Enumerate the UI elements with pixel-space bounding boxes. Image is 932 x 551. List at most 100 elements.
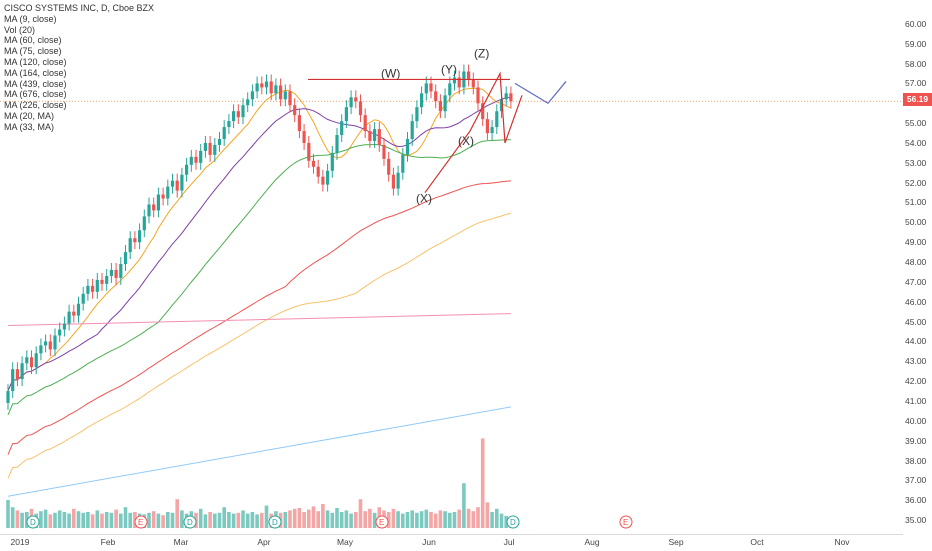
- volume-bar: [53, 512, 57, 528]
- candle-body: [283, 91, 287, 100]
- volume-bar: [170, 512, 175, 528]
- time-axis[interactable]: 2019 Feb Mar Apr May Jun Jul Aug Sep Oct Nov: [0, 534, 903, 551]
- candle-body: [260, 83, 264, 88]
- time-tick-label: Mar: [173, 537, 189, 547]
- candle-body: [349, 97, 353, 108]
- legend-indicator[interactable]: MA (9, close): [4, 13, 57, 24]
- volume-bar: [151, 511, 156, 528]
- legend-indicator[interactable]: MA (164, close): [4, 67, 67, 78]
- price-tick-label: 58.00: [905, 58, 927, 69]
- legend-indicator[interactable]: MA (60, close): [4, 35, 62, 46]
- candle-body: [105, 275, 109, 284]
- projection-arrow: [514, 81, 567, 105]
- volume-bar: [405, 512, 410, 528]
- candle-body: [6, 391, 10, 403]
- volume-bar: [6, 500, 10, 528]
- candle-body: [189, 156, 193, 165]
- volume-bar: [15, 510, 20, 528]
- candle-body: [415, 107, 419, 122]
- time-tick-label: Jun: [422, 537, 436, 547]
- candle-body: [429, 83, 433, 92]
- price-tick-label: 38.00: [905, 455, 927, 466]
- candle-body: [95, 279, 99, 292]
- legend-indicator[interactable]: MA (676, close): [4, 89, 67, 100]
- volume-bar: [495, 508, 499, 528]
- price-tick-label: 45.00: [905, 316, 927, 327]
- legend-title[interactable]: CISCO SYSTEMS INC, D, Cboe BZX: [4, 3, 155, 13]
- volume-bar: [227, 512, 231, 528]
- candle-body: [194, 156, 198, 163]
- volume-bar: [166, 512, 170, 528]
- volume-bar: [452, 512, 457, 528]
- candle-body: [138, 230, 142, 243]
- candle-body: [481, 103, 485, 120]
- candle-body: [81, 293, 85, 304]
- candle-body: [420, 93, 424, 108]
- last-price-badge: 56.19: [903, 93, 932, 107]
- volume-bar: [443, 511, 447, 528]
- price-tick-label: 53.00: [905, 157, 927, 168]
- legend-indicator[interactable]: MA (33, MA): [4, 121, 55, 132]
- price-tick-label: 46.00: [905, 296, 927, 307]
- candle-body: [358, 101, 363, 116]
- candle-body: [391, 174, 395, 189]
- price-axis[interactable]: 60.0059.0058.0057.0056.0055.0054.0053.00…: [903, 0, 932, 534]
- dividend-marker: [506, 515, 520, 529]
- candle-body: [499, 99, 504, 112]
- price-tick-label: 50.00: [905, 217, 927, 228]
- legend-indicator[interactable]: MA (120, close): [4, 56, 67, 67]
- volume-bar: [76, 511, 81, 528]
- volume-bar: [119, 513, 123, 528]
- candle-body: [29, 357, 34, 368]
- price-tick-label: 41.00: [905, 395, 927, 406]
- volume-bar: [156, 513, 161, 528]
- volume-bar: [123, 507, 128, 528]
- volume-bar: [48, 514, 53, 528]
- volume-bar: [480, 438, 485, 528]
- volume-bar: [339, 512, 344, 528]
- volume-bar: [10, 507, 15, 528]
- legend-indicator[interactable]: MA (75, close): [4, 46, 62, 57]
- legend-indicator[interactable]: MA (439, close): [4, 78, 67, 89]
- volume-bar: [245, 513, 250, 528]
- volume-bar: [198, 508, 203, 528]
- candle-body: [25, 357, 29, 364]
- candle-body: [269, 81, 273, 94]
- wave-pattern-line: [424, 71, 523, 193]
- volume-bar: [504, 516, 508, 528]
- candle-body: [91, 285, 95, 292]
- volume-bar: [476, 507, 480, 528]
- ma-20-line: [7, 97, 511, 392]
- price-tick-label: 54.00: [905, 137, 927, 148]
- price-tick-label: 39.00: [905, 435, 927, 446]
- earnings-marker: [134, 515, 148, 529]
- candle-body: [175, 180, 179, 191]
- wave-label: (Z): [474, 47, 489, 61]
- volume-bar: [20, 512, 24, 528]
- volume-bar: [410, 510, 414, 528]
- ma-439-line: [7, 406, 511, 497]
- candle-body: [34, 353, 38, 368]
- volume-bar: [386, 512, 391, 528]
- candle-body: [241, 105, 245, 118]
- price-tick-label: 35.00: [905, 515, 927, 526]
- volume-bar: [368, 508, 372, 528]
- price-tick-label: 49.00: [905, 237, 927, 248]
- volume-bar: [302, 512, 306, 528]
- legend-indicator[interactable]: MA (226, close): [4, 100, 67, 111]
- legend-indicator[interactable]: MA (20, MA): [4, 110, 55, 121]
- volume-bar: [175, 499, 179, 528]
- volume-bar: [39, 511, 43, 528]
- candle-body: [307, 142, 311, 161]
- candle-body: [373, 129, 377, 141]
- volume-bar: [297, 508, 302, 528]
- time-tick-label: Oct: [750, 537, 764, 547]
- volume-bar: [358, 499, 363, 528]
- legend-indicator[interactable]: Vol (20): [4, 24, 36, 35]
- dividend-marker-label: D: [510, 518, 516, 527]
- candle-body: [48, 341, 52, 350]
- volume-bar: [213, 513, 217, 528]
- candle-body: [448, 83, 452, 96]
